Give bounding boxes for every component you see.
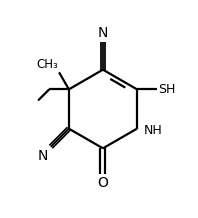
Text: CH₃: CH₃ — [36, 58, 58, 71]
Text: SH: SH — [158, 83, 176, 96]
Text: O: O — [97, 176, 108, 190]
Text: N: N — [98, 26, 108, 40]
Text: NH: NH — [143, 124, 162, 137]
Text: N: N — [37, 149, 48, 163]
